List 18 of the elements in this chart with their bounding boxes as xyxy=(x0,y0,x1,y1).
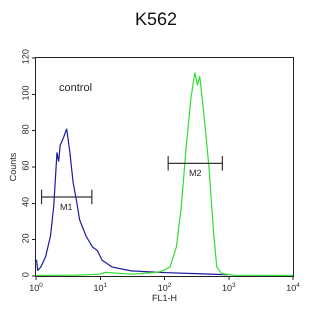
chart-title: K562 xyxy=(134,9,178,30)
x-tick-label: 10$^{0}$ xyxy=(29,282,44,293)
y-tick-label: 60 xyxy=(20,160,30,171)
x-tick-label: 10$^{4}$ xyxy=(286,282,300,293)
y-tick-label: 40 xyxy=(20,196,30,207)
y-tick-label: 0 xyxy=(20,272,30,278)
x-axis-title: FL1-H xyxy=(152,292,178,303)
x-tick-label: 10$^{2}$ xyxy=(158,282,172,293)
y-tick-label: 100 xyxy=(20,85,30,100)
annotation: control xyxy=(59,82,92,94)
y-tick-label: 120 xyxy=(20,49,30,64)
x-tick-label: 10$^{1}$ xyxy=(93,282,108,293)
y-axis-title: Counts xyxy=(8,152,18,182)
x-tick-label: 10$^{3}$ xyxy=(222,282,236,293)
annotation: M2 xyxy=(189,168,202,178)
y-tick-label: 20 xyxy=(20,233,30,244)
y-tick-label: 80 xyxy=(20,124,30,134)
annotation: M1 xyxy=(60,202,73,212)
